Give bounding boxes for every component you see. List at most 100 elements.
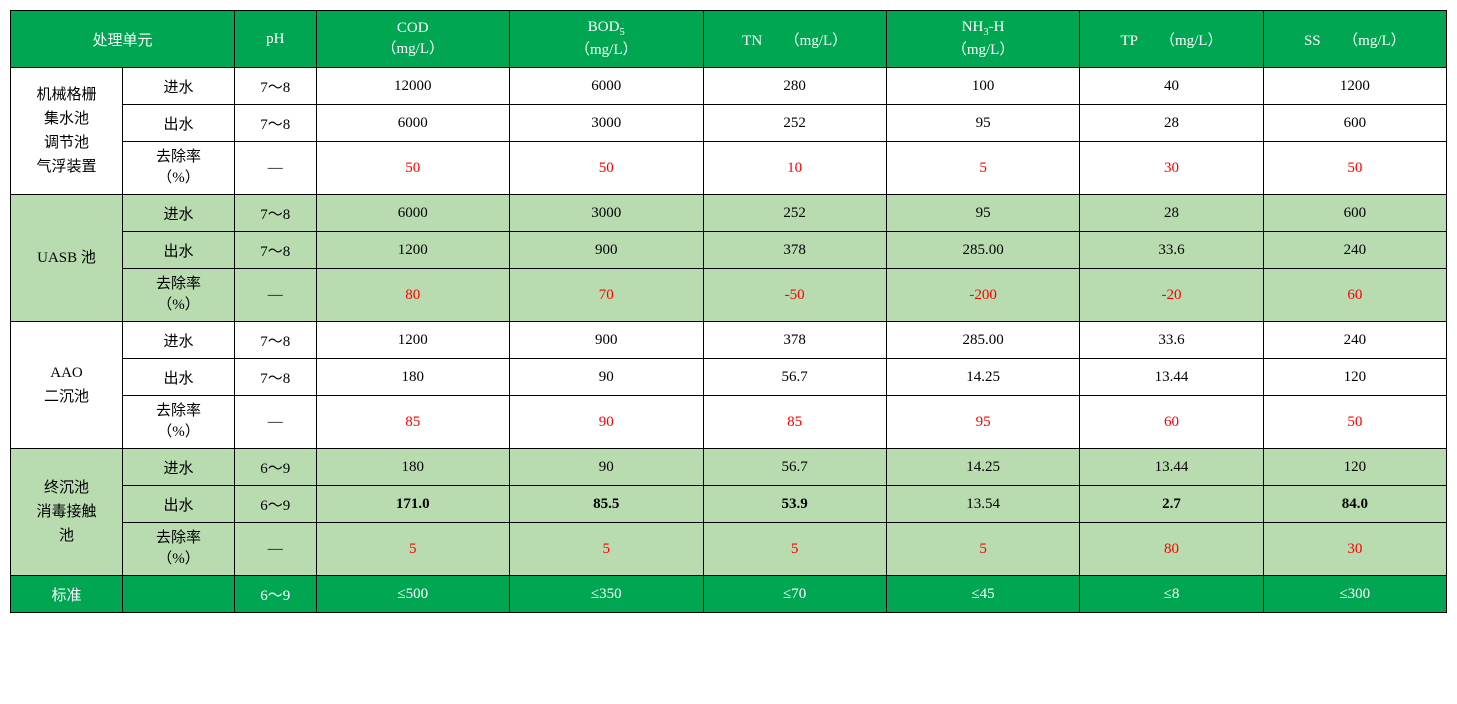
bod-sub: 5 (619, 27, 624, 38)
row-label-removal: 去除率（%） (123, 396, 235, 449)
data-cell: 50 (1263, 396, 1446, 449)
data-cell: 180 (316, 359, 510, 396)
data-cell: 600 (1263, 105, 1446, 142)
data-cell: 14.25 (886, 449, 1080, 486)
data-cell: 5 (703, 523, 886, 576)
data-cell: — (235, 396, 316, 449)
standard-label: 标准 (11, 576, 123, 613)
data-cell: 14.25 (886, 359, 1080, 396)
data-cell: 6000 (316, 195, 510, 232)
data-cell: 5 (510, 523, 704, 576)
data-cell: 13.44 (1080, 359, 1263, 396)
table-row: 出水7～8600030002529528600 (11, 105, 1447, 142)
table-row: 出水6～9171.085.553.913.542.784.0 (11, 486, 1447, 523)
standard-cell: ≤500 (316, 576, 510, 613)
col-bod: BOD5（mg/L） (510, 11, 704, 68)
col-cod: COD （mg/L） (316, 11, 510, 68)
data-cell: 1200 (1263, 68, 1446, 105)
data-cell: 378 (703, 232, 886, 269)
data-cell: 5 (316, 523, 510, 576)
standard-cell: ≤70 (703, 576, 886, 613)
data-cell: — (235, 269, 316, 322)
data-cell: 5 (886, 142, 1080, 195)
col-tn: TN （mg/L） (703, 11, 886, 68)
col-tp: TP （mg/L） (1080, 11, 1263, 68)
nh3-unit: （mg/L） (952, 42, 1015, 58)
standard-cell: 6～9 (235, 576, 316, 613)
row-label-influent: 进水 (123, 195, 235, 232)
data-cell: 7～8 (235, 359, 316, 396)
row-label-effluent: 出水 (123, 486, 235, 523)
data-cell: 90 (510, 359, 704, 396)
data-cell: 70 (510, 269, 704, 322)
unit-name-cell: AAO 二沉池 (11, 322, 123, 449)
data-cell: 180 (316, 449, 510, 486)
data-cell: 285.00 (886, 322, 1080, 359)
data-cell: 285.00 (886, 232, 1080, 269)
standard-cell: ≤45 (886, 576, 1080, 613)
row-label-influent: 进水 (123, 322, 235, 359)
col-ph: pH (235, 11, 316, 68)
data-cell: 40 (1080, 68, 1263, 105)
data-cell: — (235, 142, 316, 195)
table-row: 去除率（%）—55558030 (11, 523, 1447, 576)
data-cell: 10 (703, 142, 886, 195)
treatment-table: 处理单元 pH COD （mg/L） BOD5（mg/L） TN （mg/L） N… (10, 10, 1447, 613)
data-cell: 13.54 (886, 486, 1080, 523)
row-label-effluent: 出水 (123, 359, 235, 396)
col-unit: 处理单元 (11, 11, 235, 68)
table-row: 机械格栅 集水池 调节池 气浮装置进水7～8120006000280100401… (11, 68, 1447, 105)
data-cell: 85 (703, 396, 886, 449)
standard-blank (123, 576, 235, 613)
data-cell: 7～8 (235, 232, 316, 269)
data-cell: 240 (1263, 232, 1446, 269)
table-row: 去除率（%）—8070-50-200-2060 (11, 269, 1447, 322)
nh3-label: NH (962, 19, 984, 35)
data-cell: 28 (1080, 195, 1263, 232)
data-cell: 600 (1263, 195, 1446, 232)
table-row: 出水7～81200900378285.0033.6240 (11, 232, 1447, 269)
row-label-influent: 进水 (123, 449, 235, 486)
data-cell: 3000 (510, 195, 704, 232)
row-label-effluent: 出水 (123, 232, 235, 269)
row-label-removal: 去除率（%） (123, 142, 235, 195)
data-cell: 6～9 (235, 486, 316, 523)
data-cell: 100 (886, 68, 1080, 105)
data-cell: 120 (1263, 449, 1446, 486)
table-row: 去除率（%）—859085956050 (11, 396, 1447, 449)
data-cell: 95 (886, 105, 1080, 142)
data-cell: 378 (703, 322, 886, 359)
data-cell: 60 (1263, 269, 1446, 322)
data-cell: 120 (1263, 359, 1446, 396)
data-cell: 30 (1263, 523, 1446, 576)
data-cell: -20 (1080, 269, 1263, 322)
standard-cell: ≤300 (1263, 576, 1446, 613)
data-cell: 80 (316, 269, 510, 322)
cod-unit: （mg/L） (382, 41, 445, 57)
unit-name-cell: UASB 池 (11, 195, 123, 322)
table-row: 去除率（%）—50501053050 (11, 142, 1447, 195)
data-cell: 240 (1263, 322, 1446, 359)
table-row: 终沉池 消毒接触 池进水6～91809056.714.2513.44120 (11, 449, 1447, 486)
data-cell: — (235, 523, 316, 576)
data-cell: 50 (316, 142, 510, 195)
data-cell: 252 (703, 195, 886, 232)
cod-label: COD (397, 20, 429, 36)
table-row: UASB 池进水7～8600030002529528600 (11, 195, 1447, 232)
data-cell: 95 (886, 396, 1080, 449)
data-cell: 33.6 (1080, 232, 1263, 269)
data-cell: 90 (510, 449, 704, 486)
row-label-removal: 去除率（%） (123, 269, 235, 322)
data-cell: 3000 (510, 105, 704, 142)
data-cell: 60 (1080, 396, 1263, 449)
data-cell: 1200 (316, 322, 510, 359)
data-cell: 1200 (316, 232, 510, 269)
data-cell: -200 (886, 269, 1080, 322)
standard-cell: ≤8 (1080, 576, 1263, 613)
row-label-effluent: 出水 (123, 105, 235, 142)
col-ss: SS （mg/L） (1263, 11, 1446, 68)
data-cell: 280 (703, 68, 886, 105)
data-cell: 5 (886, 523, 1080, 576)
data-cell: 85 (316, 396, 510, 449)
data-cell: 85.5 (510, 486, 704, 523)
